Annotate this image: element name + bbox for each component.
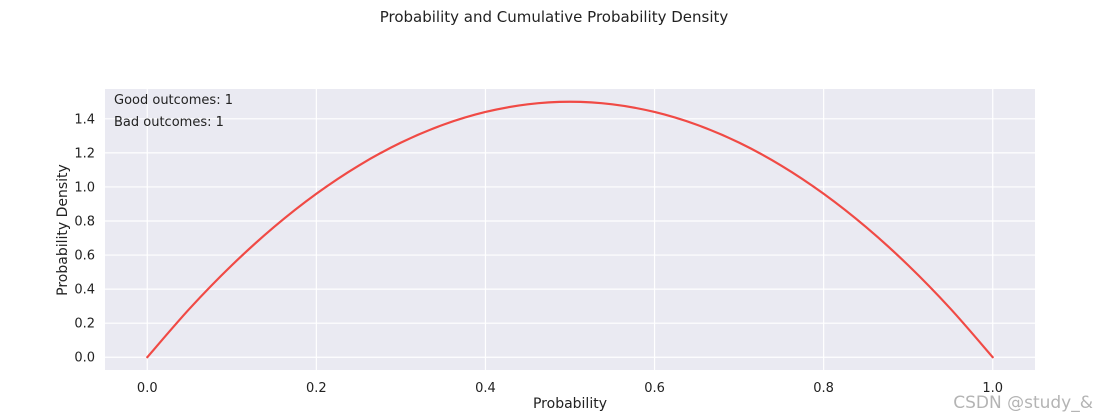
tick-labels: 0.0 0.2 0.4 0.6 0.8 1.0 0.0 0.2 0.4 0.6 0.8 1.0 1.2 1…: [74, 112, 1003, 396]
y-tick-label: 1.4: [74, 112, 95, 127]
grid: [105, 89, 1035, 370]
x-tick-label: 1.0: [982, 381, 1003, 396]
x-tick-label: 0.2: [306, 381, 327, 396]
y-axis-label: Probability Density: [55, 164, 71, 296]
y-tick-label: 0.0: [74, 351, 95, 366]
y-tick-label: 1.2: [74, 146, 95, 161]
annotation-bad-outcomes: Bad outcomes: 1: [114, 115, 224, 130]
y-tick-label: 0.4: [74, 283, 95, 298]
annotation-good-outcomes: Good outcomes: 1: [114, 93, 233, 108]
chart-title: Probability and Cumulative Probability D…: [380, 8, 729, 26]
plot-area: [105, 89, 1035, 370]
y-tick-label: 0.2: [74, 317, 95, 332]
y-tick-label: 0.8: [74, 214, 95, 229]
x-tick-label: 0.4: [475, 381, 496, 396]
x-axis-label: Probability: [533, 396, 607, 412]
x-tick-label: 0.6: [644, 381, 665, 396]
y-tick-label: 1.0: [74, 180, 95, 195]
series-line: [146, 100, 994, 359]
series-lines: [146, 100, 994, 359]
x-tick-label: 0.8: [813, 381, 834, 396]
y-tick-label: 0.6: [74, 249, 95, 264]
x-tick-label: 0.0: [137, 381, 158, 396]
watermark: CSDN @study_&: [953, 393, 1093, 413]
